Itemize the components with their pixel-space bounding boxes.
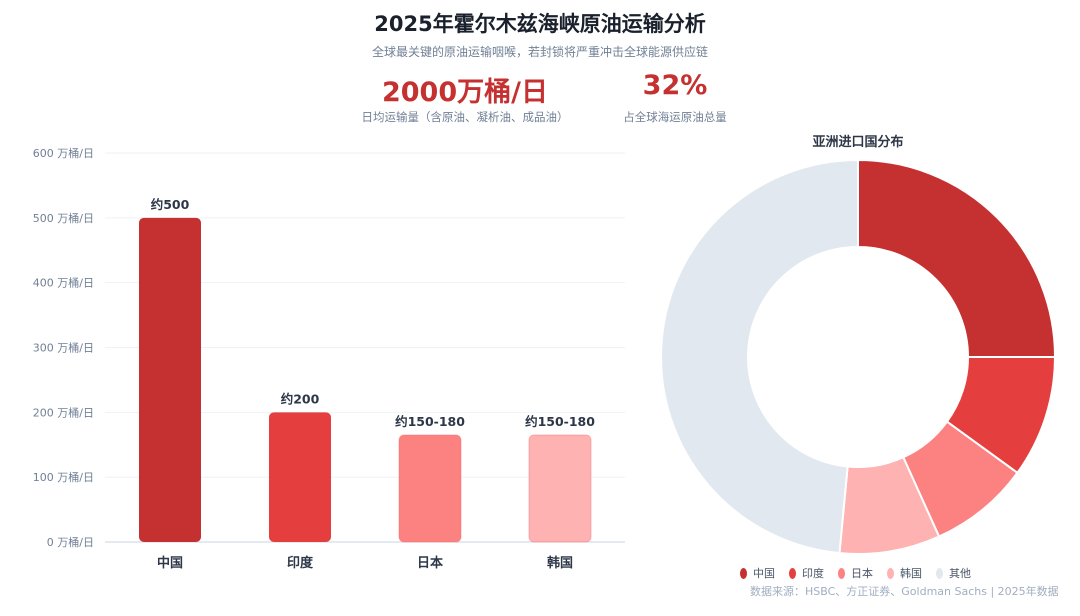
- legend-item[interactable]: 其他: [936, 565, 971, 581]
- legend-item[interactable]: 韩国: [887, 565, 922, 581]
- legend-marker-icon: [887, 567, 894, 579]
- legend-label: 印度: [802, 567, 824, 580]
- pie-slice-中国: [857, 158, 1057, 358]
- x-tick-label: 韩国: [547, 555, 573, 571]
- legend-marker-icon: [789, 567, 796, 579]
- kpi-share-value: 32%: [642, 70, 708, 101]
- legend-item[interactable]: 日本: [838, 565, 873, 581]
- y-tick-label: 100 万桶/日: [33, 470, 94, 484]
- bar-韩国: [528, 434, 592, 543]
- data-label: 约500: [151, 197, 190, 212]
- y-tick-label: 0 万桶/日: [47, 535, 94, 549]
- legend-label: 日本: [851, 567, 873, 580]
- bar-中国: [139, 217, 201, 543]
- kpi-volume-value: 2000万桶/日: [381, 77, 548, 108]
- y-tick-label: 500 万桶/日: [33, 211, 94, 225]
- pie-title: 亚洲进口国分布: [812, 134, 903, 150]
- x-tick-label: 印度: [287, 555, 314, 571]
- bar-日本: [398, 434, 462, 543]
- kpi-volume-label: 日均运输量（含原油、凝析油、成品油）: [361, 110, 569, 124]
- legend-marker-icon: [740, 567, 747, 579]
- page-subtitle: 全球最关键的原油运输咽喉，若封锁将严重冲击全球能源供应链: [371, 45, 708, 59]
- legend-label: 其他: [949, 567, 971, 580]
- pie-slice-其他: [660, 158, 859, 555]
- y-tick-label: 400 万桶/日: [33, 276, 94, 290]
- legend-item[interactable]: 印度: [789, 565, 824, 581]
- legend-label: 中国: [753, 567, 775, 580]
- y-tick-label: 300 万桶/日: [33, 341, 94, 355]
- page-title: 2025年霍尔木兹海峡原油运输分析: [374, 12, 706, 36]
- x-tick-label: 中国: [157, 555, 183, 571]
- kpi-share-label: 占全球海运原油总量: [623, 110, 727, 124]
- legend-marker-icon: [838, 567, 845, 579]
- data-label: 约150-180: [395, 414, 465, 429]
- data-label: 约200: [281, 391, 320, 406]
- x-tick-label: 日本: [417, 555, 443, 571]
- pie-legend: 中国 印度 日本 韩国 其他: [740, 565, 971, 581]
- source-note: 数据来源：HSBC、方正证券、Goldman Sachs | 2025年数据: [750, 585, 1059, 598]
- legend-item[interactable]: 中国: [740, 565, 775, 581]
- bar-印度: [269, 412, 331, 542]
- legend-marker-icon: [936, 567, 943, 579]
- data-label: 约150-180: [525, 414, 595, 429]
- y-tick-label: 200 万桶/日: [33, 405, 94, 419]
- y-tick-label: 600 万桶/日: [33, 146, 94, 160]
- legend-label: 韩国: [900, 567, 922, 580]
